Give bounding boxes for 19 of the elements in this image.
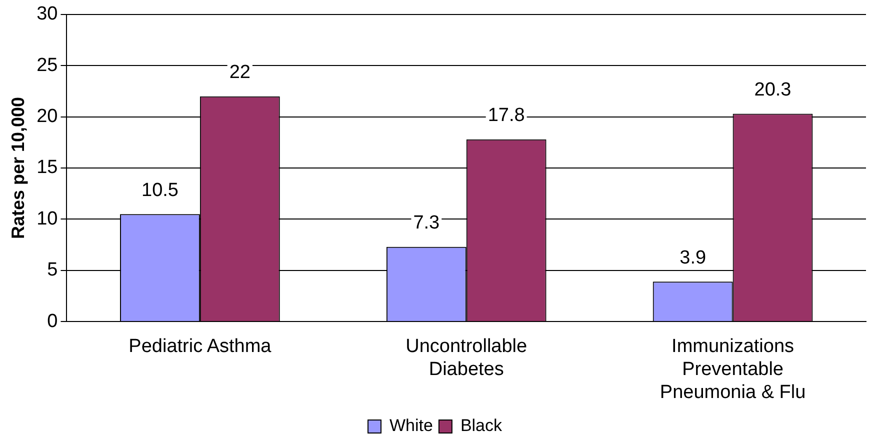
data-label: 17.8 (488, 105, 525, 126)
x-tick-label: Immunizations Preventable Pneumonia & Flu (660, 336, 806, 403)
data-label: 10.5 (141, 180, 178, 201)
legend-label: Black (460, 416, 503, 436)
data-label: 3.9 (680, 247, 706, 268)
legend-label: White (389, 416, 433, 436)
y-axis-title: Rates per 10,000 (8, 96, 28, 240)
y-tick-label: 25 (36, 54, 58, 76)
x-tick-label: Uncontrollable Diabetes (406, 336, 528, 380)
y-tick-label: 5 (47, 260, 58, 281)
y-tick-label: 0 (47, 310, 58, 332)
y-tick-label: 30 (36, 4, 58, 25)
data-label: 20.3 (754, 79, 792, 100)
data-label: 22 (229, 62, 250, 84)
y-tick-label: 15 (36, 157, 58, 178)
x-tick-label: Pediatric Asthma (128, 336, 272, 358)
y-tick-label: 10 (36, 208, 58, 230)
y-tick-label: 20 (36, 106, 58, 128)
data-label: 7.3 (413, 212, 440, 234)
